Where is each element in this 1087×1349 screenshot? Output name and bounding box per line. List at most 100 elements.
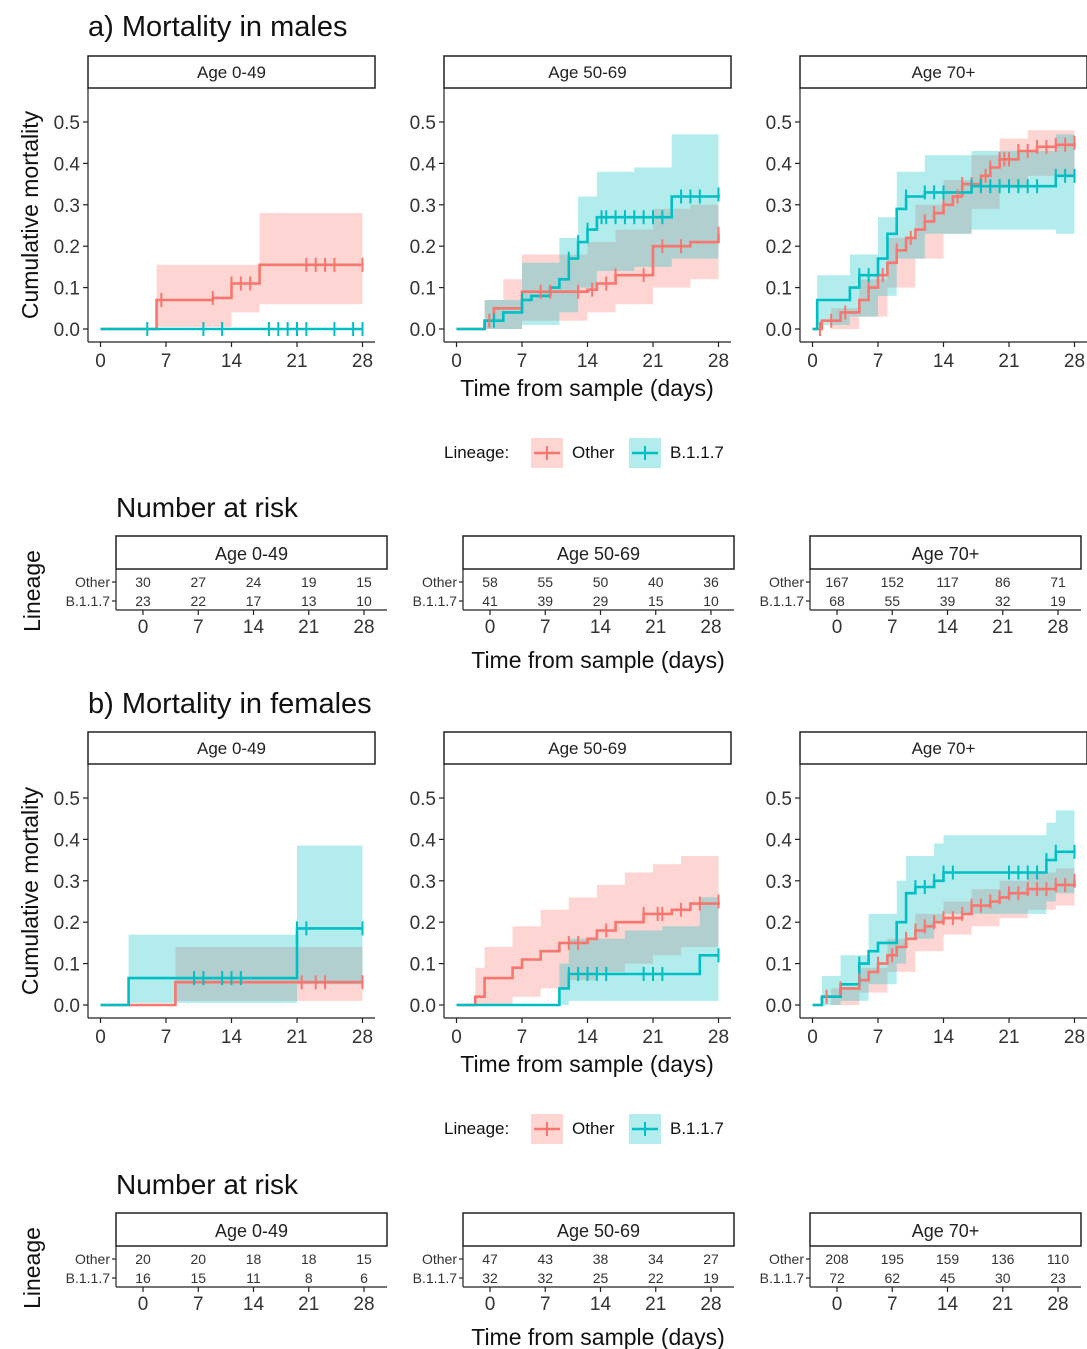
x-tick-label: 0 (807, 1027, 818, 1048)
km-line-other (456, 901, 720, 1007)
x-tick-label: 21 (286, 1027, 307, 1048)
risk-cell: 15 (648, 593, 664, 609)
risk-cell: 62 (884, 1270, 900, 1286)
km-line-b117 (456, 194, 720, 331)
y-tick-label: 0.5 (410, 113, 436, 134)
y-tick-label: 0.2 (410, 237, 436, 258)
km-line-other (100, 980, 363, 1007)
legend-females: Lineage: Other B.1.1.7 (444, 1114, 724, 1144)
y-tick-label: 0.2 (54, 237, 80, 258)
y-tick-label: 0.5 (410, 789, 436, 810)
risk-x-tick-label: 0 (485, 1294, 496, 1315)
x-tick-label: 7 (517, 351, 528, 372)
risk-cell: 55 (884, 593, 900, 609)
risk-cell: 16 (135, 1270, 151, 1286)
x-tick-label: 0 (95, 351, 106, 372)
y-tick-label: 0.1 (410, 955, 436, 976)
panel-1-1: Age 50-69 0.0 0.1 0.2 0.3 0.4 0.5 0 7 14 21 28 (410, 731, 732, 1048)
risk-x-tick-label: 7 (193, 1294, 204, 1315)
risk-row-label: B.1.1.7 (66, 593, 111, 609)
y-tick-label: 0.2 (410, 913, 436, 934)
panel-0-1: Age 50-69 0.0 0.1 0.2 0.3 0.4 0.5 0 7 14 21 28 (410, 55, 732, 372)
x-tick-label: 14 (221, 351, 243, 372)
risk-row-label: Other (769, 574, 804, 590)
risk-x-tick-label: 21 (645, 617, 666, 638)
risk-x-tick-label: 0 (832, 1294, 843, 1315)
legend-label-b117: B.1.1.7 (670, 1119, 724, 1138)
y-tick-label: 0.3 (766, 196, 792, 217)
panel-0-0: Age 0-49 0.0 0.1 0.2 0.3 0.4 0.5 0 7 14 21 28 (54, 55, 376, 372)
panel-strip (443, 731, 732, 765)
x-tick-label: 21 (286, 351, 307, 372)
x-tick-label: 14 (577, 351, 599, 372)
risk-cell: 55 (537, 574, 553, 590)
y-tick-label: 0.3 (410, 196, 436, 217)
x-tick-label: 0 (95, 1027, 106, 1048)
x-axis-title-females: Time from sample (days) (460, 1051, 713, 1077)
risk-cell: 86 (995, 574, 1011, 590)
x-tick-label: 14 (933, 351, 955, 372)
x-tick-label: 28 (1064, 351, 1085, 372)
risk-cell: 18 (301, 1251, 317, 1267)
risk-strip-label: Age 70+ (912, 544, 980, 564)
risk-x-tick-label: 21 (992, 617, 1013, 638)
risk-cell: 10 (356, 593, 372, 609)
risk-strip-label: Age 50-69 (557, 544, 640, 564)
risk-table-0-1: Age 50-69 Other 58 55 50 40 36 B.1.1.7 41 39 29 15 1… (413, 535, 735, 638)
risk-x-tick-label: 14 (937, 1294, 959, 1315)
risk-row-label: Other (422, 1251, 457, 1267)
panel-1-2: Age 70+ 0.0 0.1 0.2 0.3 0.4 0.5 0 7 14 21 28 (766, 731, 1087, 1048)
y-tick-label: 0.0 (410, 320, 436, 341)
y-tick-label: 0.2 (766, 237, 792, 258)
risk-cell: 45 (940, 1270, 956, 1286)
y-tick-label: 0.0 (410, 996, 436, 1017)
risk-cell: 15 (356, 1251, 372, 1267)
risk-row-label: B.1.1.7 (760, 593, 805, 609)
y-axis-title-males: Cumulative mortality (17, 110, 43, 319)
panel-strip (87, 55, 376, 89)
x-tick-label: 28 (1064, 1027, 1085, 1048)
legend-title: Lineage: (444, 443, 509, 462)
risk-cell: 29 (593, 593, 609, 609)
y-tick-label: 0.0 (766, 996, 792, 1017)
risk-strip (115, 1212, 388, 1247)
risk-cell: 15 (190, 1270, 206, 1286)
x-tick-label: 28 (352, 1027, 373, 1048)
x-tick-label: 21 (998, 1027, 1019, 1048)
risk-cell: 6 (360, 1270, 368, 1286)
panel-strip-label: Age 50-69 (548, 63, 626, 82)
y-tick-label: 0.1 (54, 955, 80, 976)
km-line-b117 (456, 954, 719, 1007)
risk-strip (809, 535, 1082, 570)
risk-cell: 8 (305, 1270, 313, 1286)
risk-cell: 22 (190, 593, 206, 609)
risk-strip-label: Age 50-69 (557, 1221, 640, 1241)
risk-cell: 32 (537, 1270, 553, 1286)
x-tick-label: 28 (708, 1027, 729, 1048)
risk-x-tick-label: 21 (992, 1294, 1013, 1315)
panel-strip-label: Age 50-69 (548, 739, 626, 758)
x-tick-label: 14 (221, 1027, 243, 1048)
risk-row-label: B.1.1.7 (413, 1270, 458, 1286)
y-tick-label: 0.5 (54, 113, 80, 134)
risk-row-label: B.1.1.7 (66, 1270, 111, 1286)
x-tick-label: 7 (873, 1027, 884, 1048)
risk-x-tick-label: 28 (1047, 1294, 1068, 1315)
risk-table-0-2: Age 70+ Other 167 152 117 86 71 B.1.1.7 68 55 39 32… (760, 535, 1082, 638)
risk-cell: 25 (593, 1270, 609, 1286)
risk-cell: 43 (537, 1251, 553, 1267)
risk-cell: 71 (1050, 574, 1066, 590)
ci-band-b117 (812, 810, 1075, 1005)
risk-cell: 34 (648, 1251, 664, 1267)
y-tick-label: 0.5 (766, 113, 792, 134)
panel-strip-label: Age 0-49 (197, 739, 266, 758)
y-tick-label: 0.3 (54, 872, 80, 893)
legend-label-other: Other (572, 443, 615, 462)
risk-cell: 41 (482, 593, 498, 609)
risk-cell: 32 (482, 1270, 498, 1286)
risk-x-tick-label: 14 (243, 617, 265, 638)
risk-cell: 195 (881, 1251, 905, 1267)
risk-cell: 32 (995, 593, 1011, 609)
